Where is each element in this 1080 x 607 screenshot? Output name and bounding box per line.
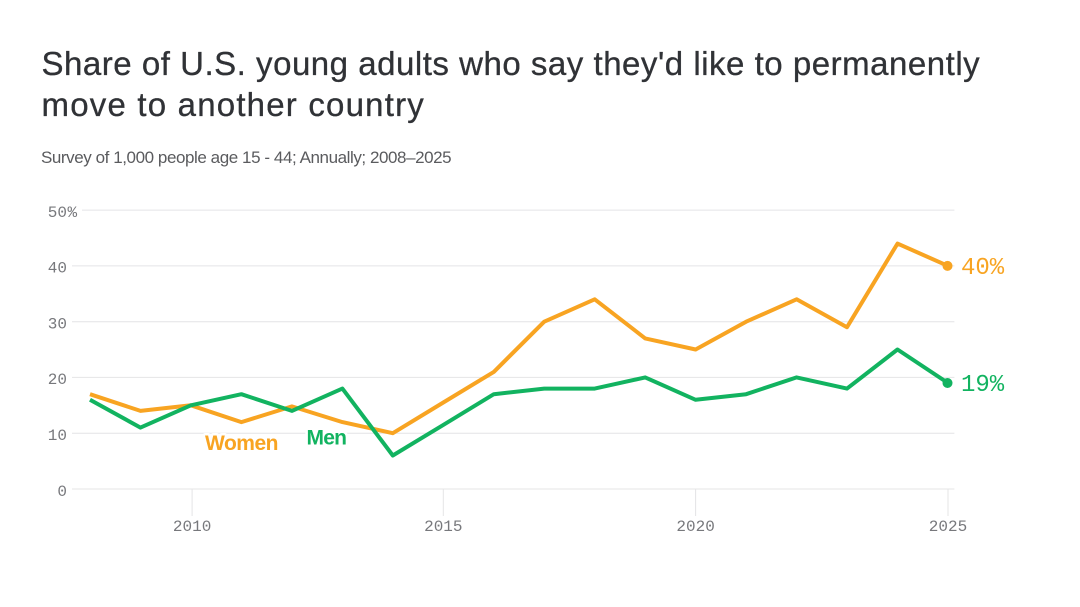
svg-text:0: 0	[57, 483, 67, 501]
svg-text:40%: 40%	[961, 255, 1005, 282]
svg-text:2010: 2010	[173, 518, 211, 536]
svg-text:20: 20	[48, 371, 67, 389]
svg-text:40: 40	[48, 260, 67, 278]
svg-text:10: 10	[48, 427, 67, 445]
svg-text:50: 50	[48, 204, 67, 222]
svg-text:19%: 19%	[961, 372, 1005, 399]
svg-text:Women: Women	[205, 432, 278, 455]
svg-text:2020: 2020	[676, 518, 714, 536]
svg-text:2025: 2025	[929, 518, 967, 536]
svg-text:2015: 2015	[424, 518, 462, 536]
svg-text:Men: Men	[307, 427, 347, 450]
svg-text:%: %	[68, 204, 78, 222]
svg-text:30: 30	[48, 315, 67, 333]
